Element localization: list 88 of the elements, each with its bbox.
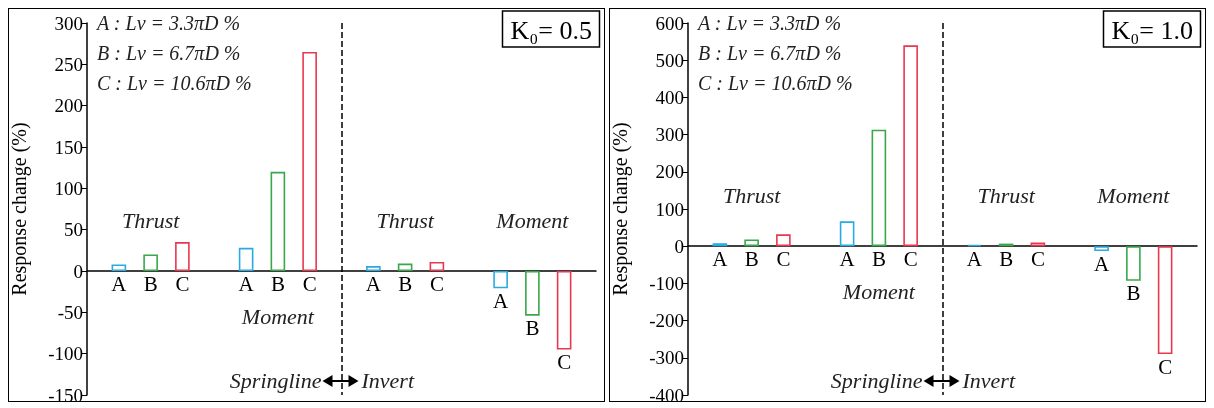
y-axis-title: Response change (%) bbox=[609, 122, 632, 296]
bar bbox=[111, 264, 127, 271]
bar bbox=[556, 271, 572, 350]
bar bbox=[175, 242, 190, 271]
text: A bbox=[712, 246, 728, 271]
annotation: Springline bbox=[229, 367, 322, 393]
y-tick-label: 400 bbox=[655, 86, 684, 108]
y-tick-label: 100 bbox=[655, 198, 684, 220]
text: B bbox=[1126, 281, 1141, 306]
series-label: C bbox=[557, 350, 572, 375]
bar bbox=[1157, 246, 1173, 355]
bar bbox=[1094, 246, 1109, 252]
bar bbox=[397, 263, 413, 271]
text: A bbox=[493, 288, 509, 313]
chart-title: K₀= 1.0 bbox=[1111, 15, 1194, 45]
bar bbox=[1126, 246, 1141, 281]
text: C bbox=[429, 271, 444, 296]
text: A bbox=[238, 271, 254, 296]
series-label: B bbox=[143, 271, 158, 296]
annotation: B : Lv = 6.7πD % bbox=[698, 42, 842, 64]
annotation: B : Lv = 6.7πD % bbox=[97, 42, 241, 64]
text: C bbox=[175, 271, 190, 296]
text: B bbox=[398, 271, 413, 296]
bar bbox=[366, 266, 381, 271]
bar bbox=[1030, 242, 1046, 247]
y-tick-label: 0 bbox=[73, 260, 83, 282]
y-tick-label: 50 bbox=[64, 219, 83, 241]
annotation: Invert bbox=[360, 367, 415, 393]
bar bbox=[302, 51, 317, 271]
text: C bbox=[1158, 354, 1173, 379]
y-tick-label: 150 bbox=[54, 136, 83, 158]
y-tick-label: 500 bbox=[655, 49, 684, 71]
y-tick-label: 600 bbox=[655, 12, 684, 34]
y-tick-label: 300 bbox=[655, 124, 684, 146]
annotation: Thrust bbox=[977, 182, 1036, 208]
y-tick-label: -100 bbox=[649, 272, 684, 294]
text: B bbox=[871, 246, 886, 271]
text: B bbox=[999, 246, 1014, 271]
y-tick-label: 250 bbox=[54, 53, 83, 75]
annotation: Moment bbox=[1096, 182, 1171, 208]
annotation: Thrust bbox=[722, 182, 782, 208]
bar bbox=[903, 45, 918, 247]
bar bbox=[493, 271, 508, 289]
annotation: Invert bbox=[961, 367, 1016, 393]
bar bbox=[525, 271, 540, 316]
bar bbox=[871, 129, 887, 247]
y-tick-label: -200 bbox=[649, 310, 684, 332]
y-axis-title: Response change (%) bbox=[8, 122, 31, 296]
annotation: C : Lv = 10.6πD % bbox=[698, 72, 853, 94]
series-label: B bbox=[744, 246, 759, 271]
chart-title: K₀= 0.5 bbox=[510, 15, 593, 45]
text: C bbox=[903, 246, 918, 271]
bar bbox=[839, 221, 855, 247]
text: B bbox=[270, 271, 285, 296]
bar bbox=[429, 261, 445, 271]
annotation: Thrust bbox=[121, 207, 181, 233]
annotation: Thrust bbox=[376, 207, 435, 233]
annotation: Moment bbox=[240, 303, 315, 329]
y-tick-label: 100 bbox=[54, 177, 83, 199]
annotation: A : Lv = 3.3πD % bbox=[95, 12, 241, 34]
y-tick-label: -100 bbox=[48, 343, 83, 365]
series-label: C bbox=[776, 246, 791, 271]
text: A bbox=[365, 271, 381, 296]
y-tick-label: 200 bbox=[655, 161, 684, 183]
y-tick-label: 200 bbox=[54, 95, 83, 117]
bar bbox=[143, 254, 158, 271]
text: A bbox=[839, 246, 855, 271]
y-tick-label: -400 bbox=[649, 384, 684, 406]
annotation: Springline bbox=[830, 367, 923, 393]
bar bbox=[744, 239, 759, 247]
bar bbox=[270, 171, 286, 271]
bar bbox=[238, 247, 254, 271]
annotation: A : Lv = 3.3πD % bbox=[696, 12, 842, 34]
text: C bbox=[302, 271, 317, 296]
text: C bbox=[1030, 246, 1045, 271]
bar bbox=[776, 234, 791, 247]
text: B bbox=[525, 316, 540, 341]
y-tick-label: -50 bbox=[57, 301, 83, 323]
y-tick-label: 0 bbox=[674, 235, 684, 257]
text: A bbox=[1094, 251, 1110, 276]
annotation: Moment bbox=[841, 278, 916, 304]
series-label: A bbox=[966, 246, 983, 271]
annotation: C : Lv = 10.6πD % bbox=[97, 72, 252, 94]
series-label: A bbox=[111, 271, 128, 296]
y-tick-label: -300 bbox=[649, 347, 684, 369]
y-tick-label: 300 bbox=[54, 12, 83, 34]
annotation: Moment bbox=[495, 207, 570, 233]
y-tick-label: -150 bbox=[48, 384, 83, 406]
